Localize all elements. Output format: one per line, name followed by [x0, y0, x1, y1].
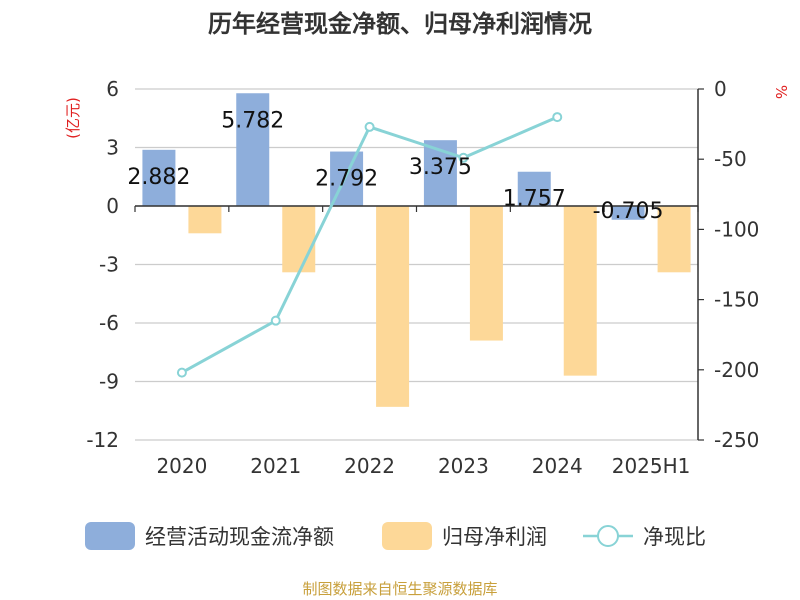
left-axis-unit: (亿元)	[64, 97, 82, 139]
net-profit-bar	[563, 206, 597, 376]
ratio-point	[270, 315, 281, 326]
right-tick-label: -100	[714, 217, 759, 241]
ratio-point	[364, 121, 375, 132]
x-axis-labels: 2020 2021 2022 2023 2024 2025H1	[156, 454, 690, 478]
right-tick-label: -50	[714, 147, 747, 171]
right-tick-label: -150	[714, 288, 759, 312]
x-tick-label: 2022	[344, 454, 395, 478]
right-axis-unit-label: %	[772, 85, 790, 99]
cash-flow-bar	[236, 93, 270, 206]
bar-labels: 2.882 5.782 2.792 3.375 1.757 -0.705	[127, 108, 663, 224]
net-profit-bar	[188, 206, 222, 234]
left-tick-label: 6	[106, 77, 119, 101]
legend-swatch-net-profit	[382, 522, 432, 550]
left-tick-label: -9	[99, 370, 119, 394]
right-tick-label: -250	[714, 428, 759, 452]
chart-title: 历年经营现金净额、归母净利润情况	[208, 10, 592, 38]
right-axis-ticks: 0 -50 -100 -150 -200 -250	[698, 77, 759, 452]
legend: 经营活动现金流净额 归母净利润 净现比	[85, 522, 706, 550]
net-profit-bar	[282, 206, 316, 273]
x-tick-label: 2021	[250, 454, 301, 478]
left-axis-unit-label: (亿元)	[64, 97, 82, 139]
net-profit-bar	[376, 206, 410, 407]
net-profit-bar	[657, 206, 691, 273]
net-profit-bar	[469, 206, 503, 341]
left-tick-label: -6	[99, 311, 119, 335]
axes	[134, 89, 699, 440]
legend-label-cash-flow: 经营活动现金流净额	[145, 525, 334, 549]
legend-swatch-ratio-marker	[597, 525, 619, 547]
source-note: 制图数据来自恒生聚源数据库	[302, 580, 497, 598]
legend-label-ratio: 净现比	[643, 525, 706, 549]
cash-flow-value-label: 5.782	[221, 108, 284, 133]
bars	[142, 93, 691, 407]
ratio-point	[176, 367, 187, 378]
cash-flow-value-label: 3.375	[409, 155, 472, 180]
left-tick-label: -3	[99, 253, 119, 277]
cash-flow-value-label: -0.705	[593, 199, 664, 224]
left-axis-ticks: 6 3 0 -3 -6 -9 -12	[86, 77, 119, 452]
left-tick-label: 3	[106, 136, 119, 160]
x-tick-label: 2023	[438, 454, 489, 478]
cash-flow-bar	[611, 206, 645, 220]
x-tick-label: 2025H1	[612, 454, 691, 478]
cash-flow-bar	[517, 171, 551, 206]
left-tick-label: 0	[106, 194, 119, 218]
right-tick-label: 0	[714, 77, 727, 101]
left-tick-label: -12	[86, 428, 119, 452]
legend-swatch-cash-flow	[85, 522, 135, 550]
legend-label-net-profit: 归母净利润	[442, 525, 547, 549]
ratio-point	[458, 152, 469, 163]
cash-flow-value-label: 2.792	[315, 167, 378, 192]
ratio-point	[552, 112, 563, 123]
x-tick-label: 2024	[532, 454, 583, 478]
ratio-line	[176, 112, 563, 378]
x-tick-label: 2020	[156, 454, 207, 478]
cash-flow-value-label: 1.757	[503, 187, 566, 212]
right-tick-label: -200	[714, 358, 759, 382]
cash-flow-value-label: 2.882	[127, 165, 190, 190]
cash-flow-bar	[142, 149, 176, 206]
